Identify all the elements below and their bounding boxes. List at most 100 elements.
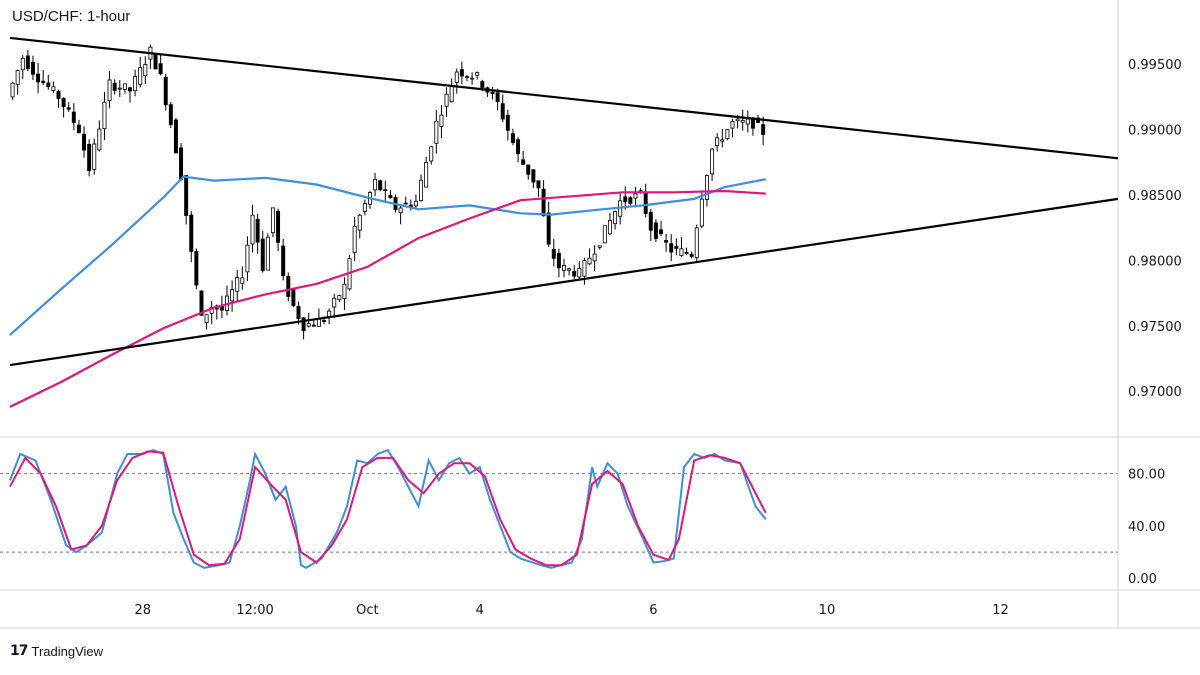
candle-body	[470, 77, 475, 80]
candle-body	[664, 239, 669, 243]
candle	[475, 71, 480, 80]
candle-body	[46, 82, 51, 87]
stochastic-panel	[0, 448, 1118, 569]
candle	[633, 187, 638, 208]
stochastic-d-line	[9, 450, 767, 567]
candle	[526, 164, 531, 180]
candle	[173, 118, 178, 154]
candle-body	[613, 211, 618, 225]
candle-body	[725, 129, 730, 140]
candle-body	[204, 314, 209, 323]
candle	[10, 81, 15, 100]
candle-body	[179, 147, 184, 181]
candle-body	[30, 61, 35, 75]
tradingview-brand[interactable]: 17 TradingView	[10, 643, 103, 659]
candle-body	[61, 97, 66, 107]
candle-body	[276, 210, 281, 243]
candle	[510, 128, 515, 146]
candle-body	[36, 73, 41, 83]
candle-body	[138, 67, 143, 85]
candle	[470, 72, 475, 85]
time-axis[interactable]: 28 12:00 Oct 4 6 10 12	[134, 603, 1008, 618]
candle	[562, 258, 566, 278]
candle	[184, 175, 189, 225]
candle-body	[230, 289, 235, 302]
candle-body	[699, 198, 704, 227]
candle-body	[577, 268, 582, 278]
candle	[133, 69, 138, 97]
candle-body	[516, 139, 521, 155]
price-tick-label: 0.99500	[1128, 58, 1182, 73]
candle	[357, 213, 362, 239]
candle-body	[378, 180, 383, 191]
price-tick-label: 0.98500	[1128, 189, 1182, 204]
candle	[189, 211, 194, 263]
time-tick-label: 10	[819, 603, 836, 618]
candle-body	[322, 320, 327, 322]
time-tick-label: 12:00	[236, 603, 273, 618]
trendlines	[9, 36, 1119, 367]
candle	[551, 238, 556, 267]
candle	[122, 83, 127, 94]
price-tick-label: 0.97500	[1128, 320, 1182, 335]
price-axis[interactable]: 0.99500 0.99000 0.98500 0.98000 0.97500 0.970…	[1128, 58, 1182, 587]
candle-body	[602, 225, 607, 244]
candle-body	[761, 124, 766, 135]
candle-body	[87, 143, 92, 172]
candle	[449, 78, 454, 103]
candle-body	[92, 143, 97, 170]
candle-body	[250, 214, 255, 245]
price-tick-label: 0.97000	[1128, 385, 1182, 400]
candle-body	[352, 226, 357, 254]
candle-body	[740, 119, 745, 123]
candle	[128, 86, 132, 103]
candle	[378, 179, 383, 192]
candle	[556, 248, 561, 278]
candle-body	[505, 114, 510, 131]
candle	[107, 71, 112, 109]
candle-body	[71, 111, 76, 123]
candle	[398, 203, 403, 225]
candle-body	[623, 196, 628, 203]
candle-body	[51, 86, 56, 91]
candlestick-series	[10, 44, 766, 340]
candle-body	[531, 169, 536, 183]
candle-body	[219, 306, 224, 311]
candle-body	[260, 238, 265, 271]
candle-body	[633, 193, 638, 199]
candle-body	[102, 101, 107, 130]
candle-body	[143, 64, 148, 77]
candle	[740, 109, 745, 131]
candle-body	[286, 276, 291, 297]
candle	[87, 139, 92, 177]
candle	[444, 87, 449, 118]
candle	[163, 73, 168, 111]
candle	[439, 105, 444, 139]
stochastic-tick-label: 0.00	[1128, 572, 1157, 587]
candle	[424, 156, 429, 188]
candle-body	[168, 104, 173, 125]
candle	[168, 101, 173, 128]
candle	[419, 174, 424, 202]
candle	[30, 55, 35, 80]
candle	[194, 248, 199, 290]
candle	[536, 180, 541, 198]
candle-body	[689, 253, 694, 257]
candle-body	[572, 271, 577, 277]
candle-body	[383, 189, 388, 192]
candle	[572, 265, 577, 279]
candle-body	[597, 245, 602, 248]
candle	[459, 61, 464, 85]
candle	[613, 210, 618, 230]
candle-body	[628, 197, 633, 204]
candle-body	[582, 260, 587, 277]
candle-body	[679, 248, 684, 257]
candle	[20, 55, 25, 79]
candle-body	[15, 70, 20, 85]
candle-body	[710, 148, 715, 175]
candle	[225, 285, 229, 316]
moving-average-fast	[9, 175, 766, 336]
candle	[281, 238, 286, 281]
candle	[623, 186, 628, 210]
